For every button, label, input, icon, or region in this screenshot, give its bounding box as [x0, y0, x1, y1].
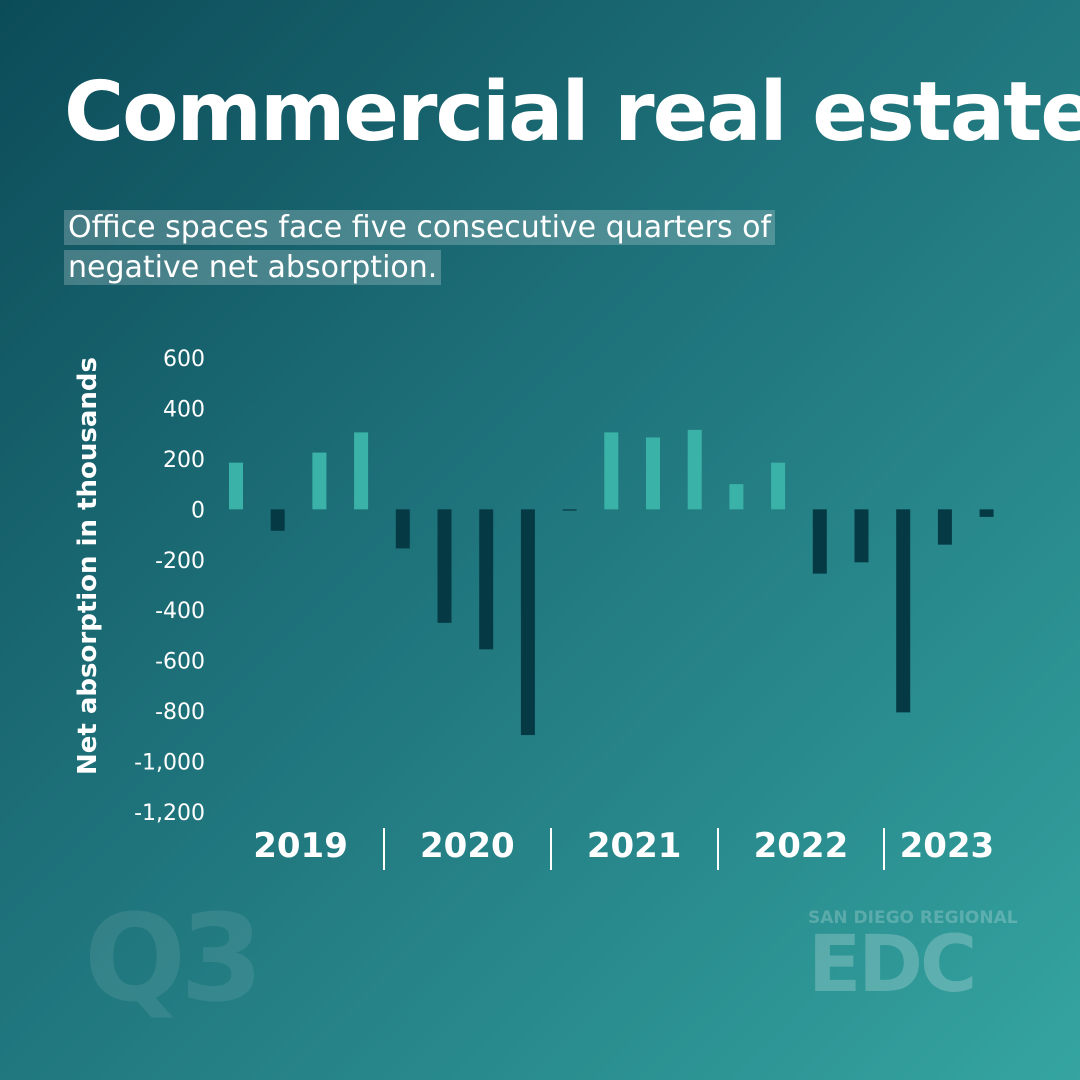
y-tick-label: 200	[163, 448, 205, 473]
bar	[896, 509, 911, 713]
y-tick-label: 0	[191, 498, 205, 523]
bar	[437, 509, 452, 623]
bar	[312, 452, 327, 510]
y-tick-label: -800	[155, 700, 205, 725]
bar	[520, 509, 535, 736]
x-year-label: 2019	[253, 826, 348, 866]
logo-mark: EDC	[808, 920, 977, 1010]
bar	[687, 429, 702, 510]
x-year-label: 2020	[420, 826, 515, 866]
year-separator	[549, 828, 552, 870]
quarter-badge: Q3	[84, 890, 263, 1029]
y-tick-label: -200	[155, 549, 205, 574]
bar	[562, 509, 577, 511]
y-tick-label: 400	[163, 397, 205, 422]
page-title: Commercial real estate	[64, 65, 1080, 160]
bar	[604, 432, 619, 510]
year-separator	[883, 828, 886, 870]
bar	[771, 462, 786, 510]
bar	[979, 509, 994, 517]
bar	[479, 509, 494, 650]
bar	[354, 432, 369, 510]
edc-logo: SAN DIEGO REGIONAL EDC	[808, 908, 1018, 1010]
y-tick-label: -1,200	[134, 801, 205, 826]
bar	[270, 509, 285, 531]
y-tick-label: -600	[155, 650, 205, 675]
year-separator	[716, 828, 719, 870]
bar	[229, 462, 243, 510]
x-year-label: 2023	[899, 826, 995, 866]
year-separator	[382, 828, 385, 870]
bar	[729, 484, 744, 510]
subtitle-line-2: negative net absorption.	[64, 250, 442, 285]
y-tick-label: -400	[155, 599, 205, 624]
bar	[854, 509, 869, 563]
subtitle-line-1: Office spaces face five consecutive quar…	[64, 210, 776, 245]
bar	[937, 509, 952, 545]
bar	[395, 509, 410, 549]
logo-top-text: SAN DIEGO REGIONAL	[808, 908, 1018, 928]
y-tick-label: 600	[163, 347, 205, 372]
bar	[812, 509, 827, 574]
x-year-label: 2021	[586, 826, 682, 866]
x-year-label: 2022	[753, 826, 849, 866]
bar-chart: 600 400 200 0 -200 -400 -600 -800 -1,000 -1,200	[134, 347, 994, 826]
subtitle: Office spaces face five consecutive quar…	[64, 208, 924, 288]
bar	[646, 437, 660, 510]
y-tick-label: -1,000	[134, 751, 205, 776]
